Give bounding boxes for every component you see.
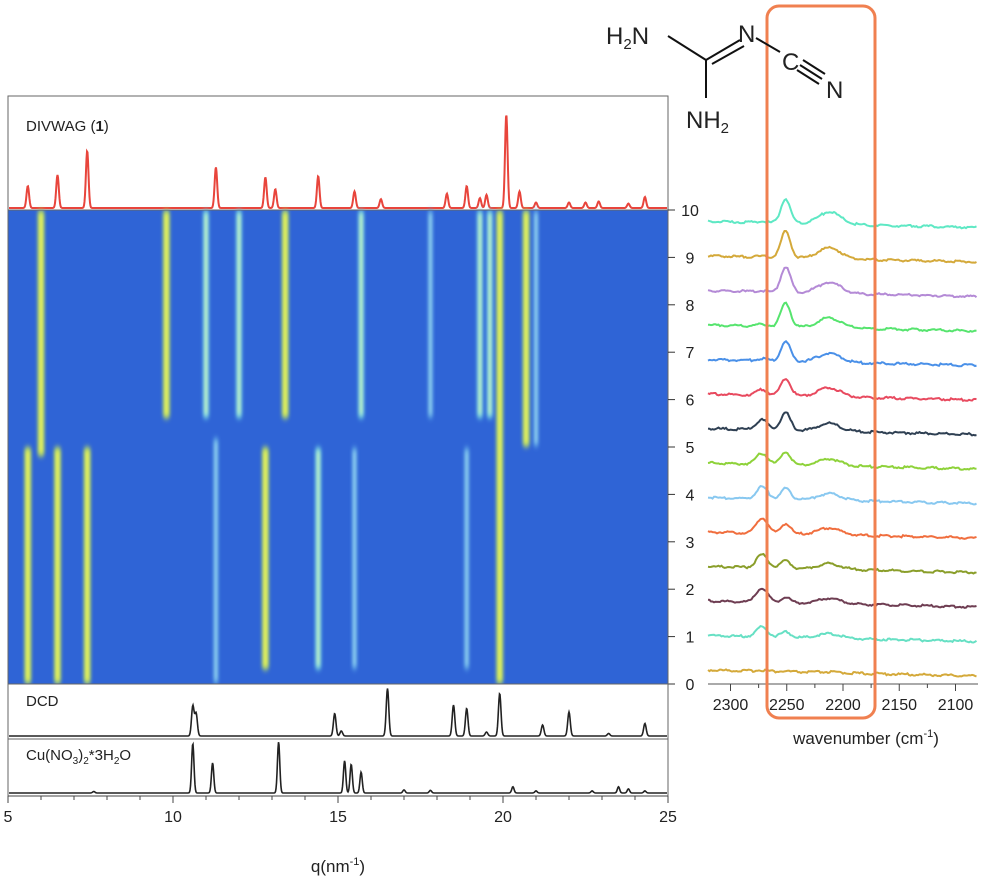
y-tick-label: 4	[686, 487, 695, 504]
heatmap-band-core	[204, 214, 208, 415]
ir-series-line	[707, 339, 977, 368]
y-tick-label: 3	[686, 535, 695, 552]
molecule-structure	[667, 35, 826, 98]
atom-h2n: H2N	[606, 23, 649, 53]
ir-series-line	[707, 517, 977, 540]
divwag-frame	[7, 95, 669, 211]
heatmap-band-core	[39, 214, 43, 453]
ir-series-line	[707, 197, 977, 230]
heatmap-y-axis: 0 1 2 3 4 5 6 7 8 9 10	[668, 203, 699, 694]
atom-n-imine: N	[738, 21, 755, 48]
y-tick-label: 0	[686, 677, 695, 694]
x-tick-label: 20	[494, 809, 512, 826]
ir-tick-label: 2150	[881, 697, 917, 714]
dcd-frame	[7, 683, 669, 740]
ir-series-line	[707, 625, 978, 644]
bond-n-c-cyano	[755, 37, 781, 53]
ir-tick-label: 2200	[825, 697, 861, 714]
heatmap-band-core	[85, 451, 89, 680]
heatmap-band-core	[263, 451, 267, 666]
x-tick-label: 15	[329, 809, 347, 826]
y-tick-label: 10	[681, 203, 699, 220]
bond-n-c	[667, 35, 707, 61]
heatmap-band-core	[534, 214, 538, 443]
ir-tick-label: 2300	[713, 697, 749, 714]
divwag-label: DIVWAG (1)	[26, 118, 109, 135]
ir-tick-label: 2250	[769, 697, 805, 714]
bond-triple-2	[802, 59, 826, 75]
y-tick-label: 9	[686, 250, 695, 267]
divwag-series-line	[9, 115, 667, 210]
bond-triple-1	[799, 64, 823, 80]
heatmap-band-core	[488, 214, 492, 415]
y-tick-label: 8	[686, 298, 695, 315]
cu-nitrate-series-line	[9, 741, 667, 794]
cu-nitrate-frame	[7, 738, 669, 797]
ir-series-line	[707, 230, 977, 264]
dcd-series-line	[9, 688, 667, 737]
ir-panel: 2300 2250 2200 2150 2100 wavenumber (cm-1)	[707, 4, 978, 748]
heatmap-band-core	[353, 451, 356, 666]
y-tick-label: 1	[686, 630, 695, 647]
ir-axis-title: wavenumber (cm-1)	[792, 728, 939, 748]
heatmap-bands	[24, 210, 539, 684]
heatmap-band-core	[237, 214, 241, 415]
y-tick-label: 5	[686, 440, 695, 457]
ir-series-line	[707, 485, 978, 506]
heatmap-panel: 0 1 2 3 4 5 6 7 8 9 10	[7, 203, 699, 694]
divwag-panel: DIVWAG (1)	[7, 95, 669, 211]
bond-triple-3	[796, 69, 820, 85]
heatmap-band-core	[428, 214, 432, 415]
atom-nh2: NH2	[686, 107, 729, 137]
bond-c-n-double-b	[711, 45, 745, 65]
heatmap-band-core	[26, 451, 30, 680]
highlight-box	[765, 4, 877, 720]
y-tick-label: 7	[686, 345, 695, 362]
x-tick-label: 10	[164, 809, 182, 826]
heatmap-band-core	[56, 451, 59, 680]
heatmap-band-core	[465, 451, 469, 666]
dcd-panel: DCD	[7, 683, 669, 740]
heatmap-band-core	[524, 214, 528, 443]
ir-tick-label: 2100	[938, 697, 974, 714]
ir-series-line	[707, 587, 977, 609]
x-tick-label: 5	[4, 809, 13, 826]
heatmap-band-core	[316, 451, 320, 666]
heatmap-band-core	[164, 214, 168, 415]
y-tick-label: 6	[686, 393, 695, 410]
ir-series-line	[707, 301, 977, 333]
bond-c-n-double-a	[705, 39, 741, 61]
atom-c-cyano: C	[782, 49, 799, 76]
cu-nitrate-panel: Cu(NO3)2*3H2O	[7, 738, 669, 797]
ir-series-line	[707, 668, 977, 678]
heatmap-background	[8, 210, 668, 684]
q-axis-title: q(nm-1)	[311, 856, 365, 876]
ir-series-line	[707, 266, 978, 299]
ir-series-line	[707, 552, 977, 575]
ir-series-line	[707, 451, 977, 471]
y-tick-label: 2	[686, 582, 695, 599]
ir-series-line	[707, 411, 977, 437]
heatmap-band-core	[214, 441, 218, 680]
x-tick-label: 25	[659, 809, 677, 826]
q-axis: 5 10 15 20 25	[4, 795, 677, 826]
cu-nitrate-label: Cu(NO3)2*3H2O	[26, 747, 131, 767]
heatmap-band-core	[498, 214, 502, 680]
ir-series-group	[707, 197, 978, 678]
ir-series-line	[707, 377, 977, 402]
dcd-label: DCD	[26, 693, 59, 710]
heatmap-band-core	[283, 214, 287, 415]
heatmap-band-core	[359, 214, 363, 415]
atom-n-cyano: N	[826, 77, 843, 104]
heatmap-band-core	[478, 214, 482, 415]
ir-x-axis: 2300 2250 2200 2150 2100	[713, 684, 974, 714]
